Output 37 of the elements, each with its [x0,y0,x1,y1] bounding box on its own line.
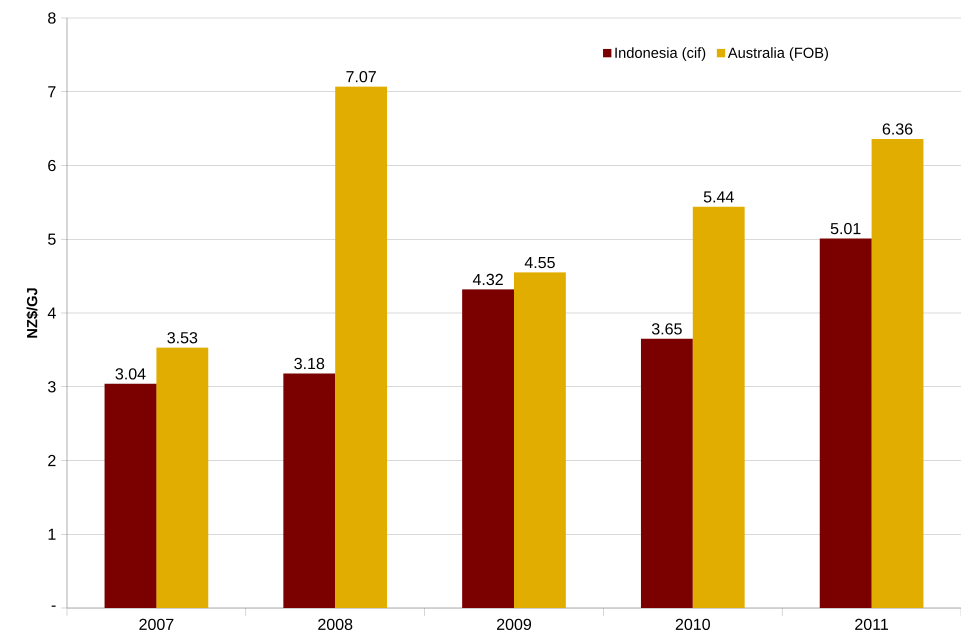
y-tick-label: 7 [48,86,56,98]
y-tick-label: 2 [48,454,56,466]
y-tick-label: 4 [48,307,56,318]
y-tick-label: 6 [48,160,56,172]
bar [156,348,208,608]
y-tick-label: - [52,606,56,607]
data-label: 4.32 [472,274,503,286]
y-axis-title: NZ$/GJ [26,288,38,338]
bar [872,138,924,608]
data-label: 7.07 [346,70,376,82]
x-tick-label: 2007 [139,618,174,630]
data-label: 3.04 [116,368,146,380]
data-label: 6.36 [882,123,912,135]
legend-label: Australia (FOB) [728,47,828,61]
bar [283,373,336,608]
data-label: 5.44 [704,191,734,203]
bar [104,384,156,608]
y-tick-label: 5 [48,234,56,245]
y-tick-label: 1 [48,528,56,540]
bar [640,338,693,608]
bar [692,206,745,608]
y-tick-label: 8 [48,12,56,24]
data-label: 3.65 [652,323,682,335]
x-tick-label: 2008 [318,618,352,630]
data-label: 3.18 [294,358,324,370]
data-label: 3.53 [167,332,198,344]
x-tick-label: 2010 [676,618,710,630]
bar [335,86,388,608]
data-label: 5.01 [830,222,860,234]
legend-label: Indonesia (cif) [615,47,706,61]
x-tick-label: 2009 [497,618,532,630]
data-label: 4.55 [524,257,555,268]
x-tick-label: 2011 [855,618,888,630]
y-tick-label: 3 [48,381,56,392]
bar [514,272,566,608]
bar [462,289,514,608]
bar [820,238,872,608]
